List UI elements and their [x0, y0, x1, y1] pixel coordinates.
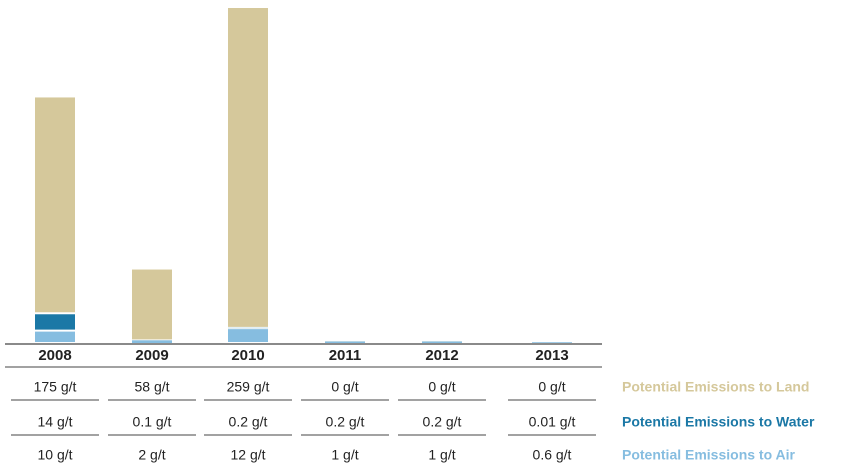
table-cell: 1 g/t: [428, 447, 455, 463]
table-cell: 0.01 g/t: [529, 414, 576, 430]
table-cell: 175 g/t: [34, 379, 77, 395]
bar-segment: [228, 8, 268, 327]
table-cell: 12 g/t: [230, 447, 265, 463]
column-header: 2010: [231, 347, 264, 364]
table-cell: 14 g/t: [37, 414, 72, 430]
bar-segment: [132, 340, 172, 343]
bar-segment: [35, 97, 75, 313]
table-cell: 0.1 g/t: [133, 414, 172, 430]
column-header: 2013: [535, 347, 568, 364]
table-cell: 0.2 g/t: [326, 414, 365, 430]
bar-segment: [325, 341, 365, 343]
table-cell: 0.2 g/t: [423, 414, 462, 430]
legend-label: Potential Emissions to Water: [622, 414, 815, 430]
table-cell: 0 g/t: [538, 379, 565, 395]
column-header: 2012: [425, 347, 458, 364]
bar-segment: [532, 342, 572, 343]
bar-segment: [35, 331, 75, 342]
column-header: 2011: [329, 347, 362, 364]
bar-segment: [422, 341, 462, 343]
legend-label: Potential Emissions to Air: [622, 447, 796, 463]
bar-segment: [132, 269, 172, 340]
table-cell: 58 g/t: [134, 379, 169, 395]
table-cell: 0.2 g/t: [229, 414, 268, 430]
table-cell: 259 g/t: [227, 379, 270, 395]
bar-segment: [35, 314, 75, 330]
table-cell: 0.6 g/t: [533, 447, 572, 463]
column-header: 2008: [38, 347, 71, 364]
table-cell: 0 g/t: [428, 379, 455, 395]
table-cell: 10 g/t: [37, 447, 72, 463]
table-cell: 1 g/t: [331, 447, 358, 463]
bar-segment: [228, 329, 268, 342]
legend-label: Potential Emissions to Land: [622, 379, 809, 395]
table-cell: 2 g/t: [138, 447, 165, 463]
table-cell: 0 g/t: [331, 379, 358, 395]
column-header: 2009: [135, 347, 168, 364]
